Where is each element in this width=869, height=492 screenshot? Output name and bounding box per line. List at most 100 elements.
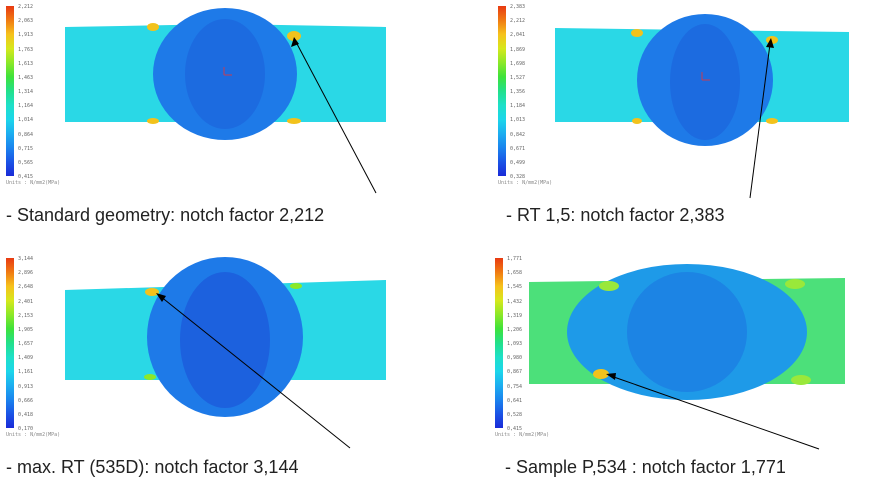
scale-tick-label: 1,432 — [507, 298, 523, 305]
scale-tick-label: 0,499 — [510, 159, 526, 166]
arrowhead — [291, 37, 299, 47]
scale-tick-label: 1,161 — [18, 369, 34, 376]
color-scale-bar — [6, 6, 14, 176]
panel-standard-geometry: 2,212 2,063 1,913 1,763 1,613 1,463 1,314 1,164… — [0, 0, 434, 240]
scale-tick-label: 1,545 — [507, 284, 523, 291]
scale-tick-label: 1,905 — [18, 326, 34, 333]
scale-tick-label: 1,698 — [510, 60, 526, 67]
axis-triad-icon — [223, 67, 232, 76]
notch-hotspot — [785, 279, 805, 289]
arrowhead — [606, 373, 616, 380]
units-label: Units : N/mm2(MPa) — [498, 180, 553, 186]
scale-tick-label: 0,415 — [507, 426, 523, 432]
notch-hotspot — [632, 118, 642, 124]
scale-tick-label: 0,715 — [18, 145, 34, 152]
units-label: Units : N/mm2(MPa) — [495, 432, 550, 438]
scale-tick-label: 1,013 — [510, 117, 526, 124]
scale-tick-label: 1,319 — [507, 312, 523, 319]
bulge-region — [153, 8, 297, 140]
scale-tick-label: 2,212 — [18, 4, 34, 10]
color-scale-bar — [6, 258, 14, 428]
panel-sample-p534: 1,771 1,658 1,545 1,432 1,319 1,206 1,093 0,980… — [489, 252, 869, 492]
scale-tick-label: 0,328 — [510, 174, 526, 180]
scale-tick-label: 2,041 — [510, 32, 526, 39]
scale-tick-label: 1,527 — [510, 74, 526, 81]
annotation-arrow — [610, 375, 820, 450]
scale-tick-label: 1,613 — [18, 60, 34, 67]
scale-tick-label: 0,842 — [510, 131, 526, 138]
scale-tick-label: 1,314 — [18, 89, 34, 95]
annotation-arrow — [295, 41, 377, 194]
bulge-core — [670, 24, 740, 140]
notch-hotspot — [766, 118, 778, 124]
scale-tick-label: 2,153 — [18, 312, 34, 319]
caption: - Sample P,534 : notch factor 1,771 — [505, 457, 786, 477]
units-label: Units : N/mm2(MPa) — [6, 432, 61, 438]
bulge-core — [185, 19, 265, 129]
scale-tick-label: 1,014 — [18, 117, 34, 124]
notch-hotspot — [290, 283, 302, 289]
axis-triad-icon — [701, 72, 710, 81]
arrowhead — [766, 38, 774, 48]
scale-tick-label: 1,184 — [510, 103, 526, 110]
scale-tick-label: 0,170 — [18, 426, 34, 432]
scale-tick-label: 3,144 — [18, 256, 34, 262]
scale-tick-label: 1,206 — [507, 326, 523, 333]
scale-tick-label: 1,658 — [507, 270, 523, 277]
scale-tick-label: 0,415 — [18, 174, 34, 180]
scale-tick-label: 0,418 — [18, 411, 34, 418]
scale-tick-label: 0,666 — [18, 397, 34, 404]
notch-hotspot — [144, 374, 156, 380]
scale-tick-label: 0,980 — [507, 355, 523, 362]
scale-tick-label: 0,528 — [507, 411, 523, 418]
color-scale-bar — [498, 6, 506, 176]
scale-tick-label: 0,671 — [510, 145, 526, 152]
caption: - RT 1,5: notch factor 2,383 — [506, 205, 725, 225]
scale-tick-label: 1,771 — [507, 256, 523, 262]
annotation-arrow — [159, 295, 351, 449]
scale-tick-label: 0,913 — [18, 383, 34, 390]
scale-tick-label: 1,356 — [510, 89, 526, 95]
units-label: Units : N/mm2(MPa) — [6, 180, 61, 186]
notch-hotspot — [791, 375, 811, 385]
notch-hotspot — [593, 369, 609, 379]
notch-hotspot — [631, 29, 643, 37]
caption: - max. RT (535D): notch factor 3,144 — [6, 457, 299, 477]
scale-tick-label: 2,212 — [510, 18, 526, 25]
color-scale-bar — [495, 258, 503, 428]
scale-tick-label: 1,164 — [18, 103, 34, 110]
scale-tick-label: 2,383 — [510, 4, 526, 10]
annotation-arrow — [749, 43, 771, 199]
scale-tick-label: 1,869 — [510, 46, 526, 53]
scale-tick-label: 1,409 — [18, 355, 34, 362]
scale-tick-label: 2,401 — [18, 298, 34, 305]
stress-plot — [65, 8, 386, 194]
scale-tick-label: 0,641 — [507, 397, 523, 404]
bulge-core — [627, 272, 747, 392]
notch-hotspot — [599, 281, 619, 291]
scale-tick-label: 2,648 — [18, 284, 34, 291]
arrowhead — [156, 293, 166, 302]
notch-hotspot — [287, 31, 301, 41]
caption: - Standard geometry: notch factor 2,212 — [6, 205, 325, 225]
scale-tick-label: 2,896 — [18, 270, 34, 277]
scale-tick-label: 1,913 — [18, 32, 34, 39]
scale-tick-label: 0,864 — [18, 131, 34, 138]
scale-tick-label: 1,763 — [18, 46, 34, 53]
bulge-core — [180, 272, 270, 408]
notch-hotspot — [287, 118, 301, 124]
stress-plot — [65, 257, 386, 449]
notch-hotspot — [145, 288, 159, 296]
scale-tick-label: 0,565 — [18, 159, 34, 166]
notch-hotspot — [147, 23, 159, 31]
panel-rt-1-5: 2,383 2,212 2,041 1,869 1,698 1,527 1,356 1,184… — [492, 0, 869, 240]
scale-tick-label: 1,463 — [18, 74, 34, 81]
scale-tick-label: 0,754 — [507, 383, 523, 390]
notch-hotspot — [147, 118, 159, 124]
scale-tick-label: 0,867 — [507, 369, 523, 376]
scale-tick-label: 1,093 — [507, 341, 523, 347]
scale-tick-label: 1,657 — [18, 341, 34, 347]
panel-max-rt: 3,144 2,896 2,648 2,401 2,153 1,905 1,657 1,409… — [0, 252, 434, 492]
scale-tick-label: 2,063 — [18, 18, 34, 25]
stress-plot — [529, 264, 845, 450]
